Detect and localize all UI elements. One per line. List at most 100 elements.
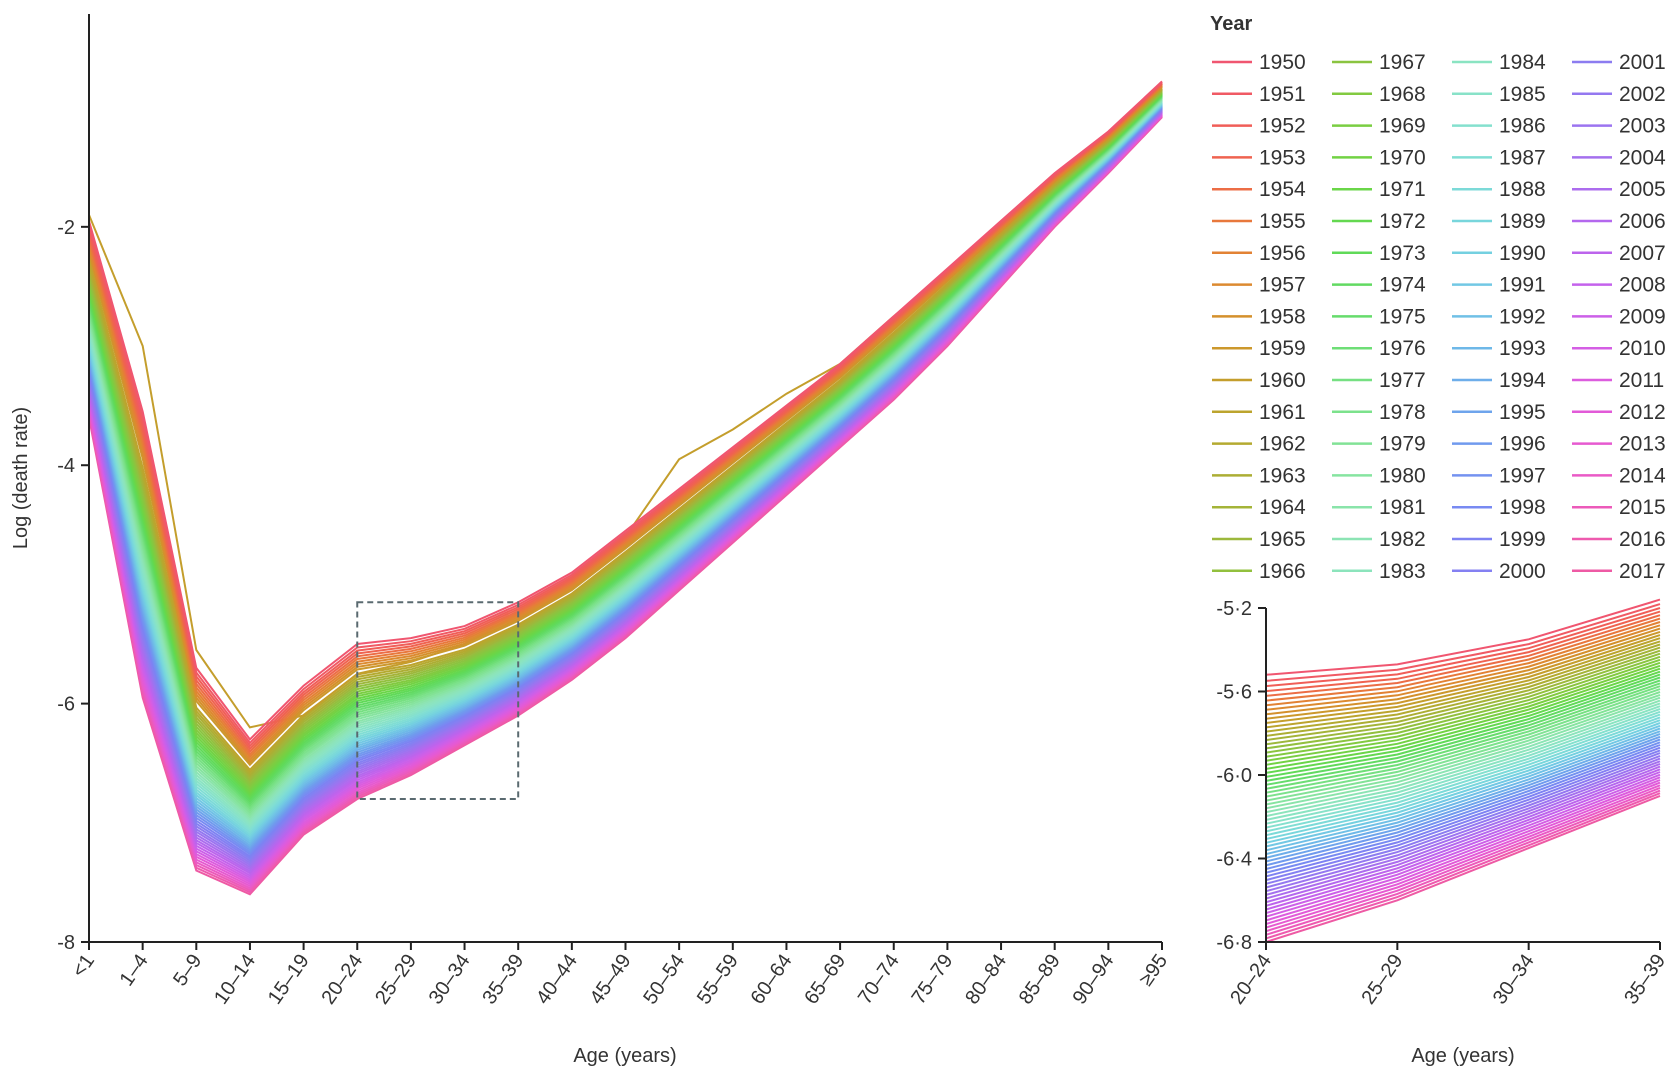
- series-line-1962: [1265, 640, 1661, 733]
- x-tick-label: 10–14: [210, 950, 260, 1008]
- legend-label: 1997: [1499, 464, 1546, 487]
- legend-item-1986: 1986: [1452, 115, 1546, 138]
- series-line-1956: [88, 84, 1163, 759]
- legend-item-1962: 1962: [1212, 433, 1306, 456]
- series-line-2010: [1265, 776, 1661, 918]
- legend-item-1978: 1978: [1332, 401, 1426, 424]
- series-line-1963: [88, 88, 1163, 777]
- legend-label: 1982: [1379, 528, 1426, 551]
- legend-item-1983: 1983: [1332, 560, 1426, 583]
- legend-label: 2003: [1619, 115, 1666, 138]
- series-line-1999: [1265, 746, 1661, 878]
- series-line-1953: [88, 82, 1163, 751]
- legend-item-1992: 1992: [1452, 305, 1546, 328]
- legend-item-1996: 1996: [1452, 433, 1546, 456]
- series-line-1951: [88, 81, 1163, 745]
- main-series-lines: [88, 80, 1163, 896]
- series-line-1975: [88, 95, 1163, 805]
- series-line-1980: [88, 98, 1163, 816]
- series-line-2007: [1265, 768, 1661, 907]
- legend-item-1961: 1961: [1212, 401, 1306, 424]
- legend-label: 1988: [1499, 178, 1546, 201]
- legend-label: 1987: [1499, 146, 1546, 169]
- series-line-1955: [88, 84, 1163, 756]
- legend-item-1955: 1955: [1212, 210, 1306, 233]
- legend-item-1975: 1975: [1332, 305, 1426, 328]
- series-line-2002: [1265, 754, 1661, 889]
- legend-item-1984: 1984: [1452, 51, 1546, 74]
- series-line-1990: [1265, 722, 1661, 844]
- series-line-1976: [88, 95, 1163, 807]
- legend-label: 1993: [1499, 337, 1546, 360]
- series-line-1966: [88, 90, 1163, 784]
- legend-item-1999: 1999: [1452, 528, 1546, 551]
- series-line-1983: [1265, 702, 1661, 818]
- legend-item-1959: 1959: [1212, 337, 1306, 360]
- x-tick-label: 30–34: [425, 950, 475, 1008]
- legend-item-1991: 1991: [1452, 274, 1546, 297]
- series-line-1994: [1265, 733, 1661, 859]
- legend-item-2005: 2005: [1572, 178, 1666, 201]
- series-line-1995: [88, 105, 1163, 850]
- legend-item-2006: 2006: [1572, 210, 1666, 233]
- legend-label: 1989: [1499, 210, 1546, 233]
- legend-label: 2007: [1619, 242, 1666, 265]
- legend-label: 1979: [1379, 433, 1426, 456]
- series-line-1954: [1265, 614, 1661, 697]
- legend-item-1979: 1979: [1332, 433, 1426, 456]
- legend-items: 1950 1951 1952 1953 1954 1955 1956 1957 1958 1959…: [1212, 51, 1666, 583]
- legend-item-1976: 1976: [1332, 337, 1426, 360]
- legend-label: 1953: [1259, 146, 1306, 169]
- legend-label: 1957: [1259, 274, 1306, 297]
- series-line-2004: [1265, 760, 1661, 896]
- series-line-1981: [88, 98, 1163, 819]
- inset-x-ticks: 20–24 25–29 30–34 35–39: [1226, 942, 1670, 1008]
- legend-label: 1984: [1499, 51, 1546, 74]
- series-line-2008: [1265, 771, 1661, 911]
- series-line-1958: [1265, 627, 1661, 716]
- x-tick-label: 65–69: [800, 950, 850, 1008]
- legend-label: 2012: [1619, 401, 1666, 424]
- legend-item-1982: 1982: [1332, 528, 1426, 551]
- legend-label: 1977: [1379, 369, 1426, 392]
- legend-item-1973: 1973: [1332, 242, 1426, 265]
- series-line-1997: [1265, 741, 1661, 870]
- legend-label: 1975: [1379, 305, 1426, 328]
- series-line-1992: [88, 104, 1163, 843]
- y-tick-label: -2: [57, 217, 75, 239]
- series-line-1979: [88, 97, 1163, 814]
- x-tick-label: 90–94: [1069, 950, 1119, 1008]
- legend-label: 2009: [1619, 305, 1666, 328]
- series-line-1983: [88, 99, 1163, 823]
- legend-item-1960: 1960: [1212, 369, 1306, 392]
- legend-label: 1967: [1379, 51, 1426, 74]
- main-y-ticks: -2 -4 -6 -8: [57, 217, 89, 954]
- legend-item-2003: 2003: [1572, 115, 1666, 138]
- legend-item-1971: 1971: [1332, 178, 1426, 201]
- series-line-1950: [1265, 598, 1661, 676]
- legend-label: 1986: [1499, 115, 1546, 138]
- x-tick-label: 85–89: [1015, 950, 1065, 1008]
- series-line-1989: [88, 102, 1163, 836]
- series-line-1967: [1265, 655, 1661, 754]
- main-chart: -2 -4 -6 -8 <1 1–4 5–9 10–14 15–19 20–24 25–29 30–…: [10, 14, 1172, 1067]
- x-tick-label: 55–59: [693, 950, 743, 1008]
- legend-label: 1969: [1379, 115, 1426, 138]
- x-tick-label: 80–84: [961, 950, 1011, 1008]
- legend-item-1969: 1969: [1332, 115, 1426, 138]
- x-tick-label: ≥95: [1135, 950, 1172, 990]
- series-line-1969: [1265, 661, 1661, 762]
- zoom-region-box: [356, 601, 520, 800]
- series-line-1967: [88, 91, 1163, 786]
- series-line-1952: [1265, 607, 1661, 688]
- series-line-1952: [88, 82, 1163, 748]
- legend-item-1998: 1998: [1452, 496, 1546, 519]
- legend-label: 1960: [1259, 369, 1306, 392]
- series-line-2011: [1265, 779, 1661, 922]
- legend-item-2007: 2007: [1572, 242, 1666, 265]
- series-line-2013: [1265, 784, 1661, 929]
- series-line-1973: [1265, 673, 1661, 778]
- legend-item-1993: 1993: [1452, 337, 1546, 360]
- series-line-1951: [1265, 603, 1661, 682]
- series-line-1962: [88, 88, 1163, 774]
